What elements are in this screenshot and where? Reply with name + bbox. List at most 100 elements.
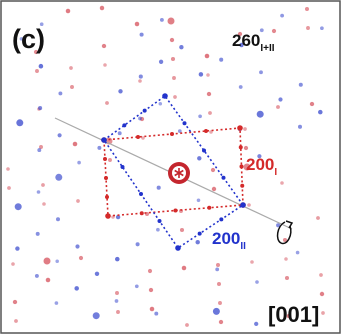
diffraction-spot — [239, 85, 243, 89]
diffraction-spot — [103, 63, 107, 67]
diffraction-spot — [55, 259, 59, 263]
diffraction-spot — [115, 257, 120, 262]
diffraction-spot — [154, 312, 158, 316]
diffraction-spot — [212, 187, 216, 191]
diffraction-spot — [299, 83, 303, 87]
diffraction-spot — [75, 244, 79, 248]
diffraction-spot — [58, 91, 62, 95]
diffraction-spot — [105, 101, 109, 105]
cell-spot — [105, 213, 111, 219]
cell-spot — [237, 125, 243, 131]
diffraction-spot — [77, 161, 81, 165]
diffraction-spot — [260, 28, 264, 32]
diffraction-spot — [139, 75, 143, 79]
cell-spot — [240, 202, 246, 208]
cell-spot — [170, 132, 174, 136]
cell-spot — [140, 211, 144, 215]
diffraction-spot — [66, 9, 71, 14]
diffraction-spot — [272, 29, 276, 33]
cell-spot — [101, 137, 107, 143]
diffraction-spot — [135, 284, 139, 288]
diffraction-spot — [298, 125, 302, 129]
diffraction-spot — [285, 276, 289, 280]
panel-label: (c) — [12, 24, 45, 54]
diffraction-spot — [138, 117, 142, 121]
diffraction-spot — [118, 131, 122, 135]
diffraction-spot — [149, 288, 153, 292]
diffraction-spot — [219, 320, 223, 324]
cell-spot — [183, 121, 187, 125]
diffraction-spot — [76, 199, 80, 203]
cell-spot — [175, 245, 181, 251]
diffraction-spot — [216, 263, 220, 267]
cell-spot — [219, 217, 223, 221]
spot-index: 200 — [246, 155, 274, 174]
spot-subscript: I+II — [260, 43, 274, 54]
cell-spot — [104, 176, 108, 180]
diffraction-spot — [219, 58, 223, 62]
diffraction-spot — [79, 256, 83, 260]
diffraction-spot — [255, 280, 259, 284]
diffraction-spot — [168, 18, 175, 25]
diffraction-spot — [136, 242, 140, 246]
diffraction-spot — [74, 286, 79, 291]
diffraction-spot — [171, 57, 175, 61]
diffraction-spot — [250, 260, 254, 264]
cell-spot — [121, 165, 125, 169]
diffraction-spot — [95, 272, 99, 276]
cell-spot — [239, 145, 243, 149]
diffraction-spot — [116, 310, 120, 314]
cell-spot — [158, 219, 162, 223]
diffraction-spot — [7, 186, 11, 190]
diffraction-spot — [182, 266, 187, 271]
diffraction-spot — [316, 216, 320, 220]
cell-spot — [207, 206, 211, 210]
diffraction-spot — [170, 38, 174, 42]
diffraction-spot — [138, 79, 142, 83]
diffraction-spot — [305, 7, 309, 11]
diffraction-spot — [320, 26, 324, 30]
diffraction-spot — [35, 274, 39, 278]
diffraction-spot — [198, 114, 202, 118]
diffraction-spot — [69, 66, 73, 70]
cell-spot — [105, 195, 109, 199]
cell-spot — [136, 135, 140, 139]
diffraction-spot — [244, 146, 248, 150]
spot-index: 260 — [232, 31, 260, 50]
diffraction-spot — [208, 111, 212, 115]
diffraction-spot — [55, 301, 59, 305]
diffraction-spot — [38, 106, 42, 110]
diffraction-spot — [56, 217, 60, 221]
diffraction-spot — [217, 282, 221, 286]
diffraction-spot — [102, 44, 106, 48]
diffraction-spot — [276, 105, 280, 109]
diffraction-spot — [135, 22, 140, 27]
diffraction-spot — [156, 228, 160, 232]
spot-subscript: II — [240, 241, 246, 252]
diffraction-spot — [73, 142, 78, 147]
diffraction-spot — [280, 181, 284, 185]
diffraction-spot — [195, 240, 199, 244]
diffraction-spot — [160, 18, 164, 22]
diffraction-spot — [320, 292, 324, 296]
cell-spot — [139, 192, 143, 196]
diffraction-spot — [41, 183, 45, 187]
spot-subscript: I — [274, 167, 277, 178]
diffraction-spot — [39, 64, 44, 69]
diffraction-spot — [15, 203, 22, 210]
cell-spot — [162, 93, 168, 99]
diffraction-spot — [150, 307, 155, 312]
diffraction-spot — [185, 323, 189, 327]
zone-axis: [001] — [268, 302, 319, 327]
diffraction-spot — [199, 72, 203, 76]
diffraction-spot — [310, 102, 314, 106]
diffraction-spot — [44, 258, 51, 265]
diffraction-spot — [15, 246, 19, 250]
diffraction-spot — [280, 14, 284, 18]
diffraction-spot — [36, 232, 40, 236]
diffraction-spot — [278, 97, 282, 101]
diffraction-spot — [159, 102, 163, 106]
cell-spot — [198, 232, 202, 236]
diffraction-spot — [11, 262, 15, 266]
cell-spot — [122, 123, 126, 127]
